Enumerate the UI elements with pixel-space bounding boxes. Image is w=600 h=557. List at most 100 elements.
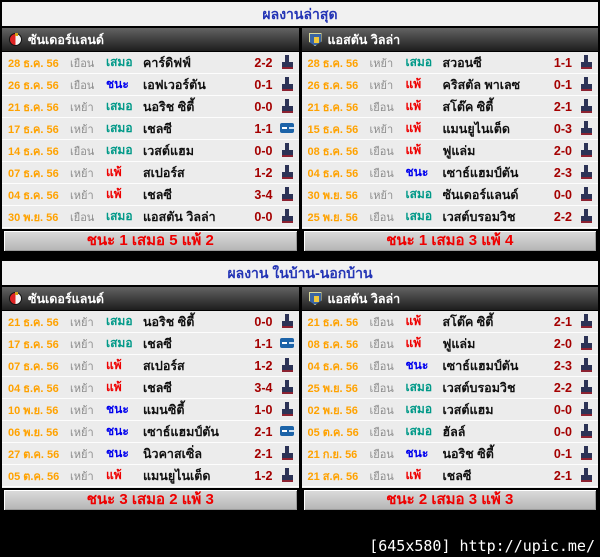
stats-icon[interactable] <box>280 446 295 461</box>
stats-icon[interactable] <box>280 77 295 92</box>
result-row: 05 ต.ค. 56 เยือน เสมอ ฮัลล์ 0-0 <box>301 421 598 443</box>
opponent-name: เชลซี <box>143 121 172 136</box>
venue-label: เยือน <box>369 316 394 329</box>
stats-icon[interactable] <box>579 143 594 158</box>
opponent-name: แมนยูไนเต็ด <box>143 468 211 483</box>
video-icon[interactable] <box>279 122 295 137</box>
venue-label: เหย้า <box>70 123 94 136</box>
result-row: 02 พ.ย. 56 เยือน เสมอ เวสต์แฮม 0-0 <box>301 399 598 421</box>
upic-watermark: [645x580] http://upic.me/ <box>369 537 595 555</box>
opponent-name: แมนซิตี้ <box>143 402 185 417</box>
summary-bar: ชนะ 1 เสมอ 3 แพ้ 4 <box>301 229 598 253</box>
result-row: 27 ต.ค. 56 เหย้า ชนะ นิวคาสเซิ่ล 2-1 <box>2 443 299 465</box>
match-date: 21 ธ.ค. 56 <box>307 101 359 114</box>
result-label: แพ้ <box>405 77 422 91</box>
stats-icon[interactable] <box>280 165 295 180</box>
opponent-name: ฟูแล่ม <box>442 336 476 351</box>
stats-icon[interactable] <box>579 336 594 351</box>
stats-icon[interactable] <box>579 121 594 136</box>
stats-icon[interactable] <box>579 380 594 395</box>
match-date: 25 พ.ย. 56 <box>307 211 358 224</box>
stats-icon[interactable] <box>579 209 594 224</box>
stats-icon[interactable] <box>579 99 594 114</box>
stats-icon[interactable] <box>579 358 594 373</box>
match-score: 2-0 <box>553 336 572 351</box>
stats-icon[interactable] <box>579 165 594 180</box>
team-header: ซันเดอร์แลนด์ <box>2 28 299 52</box>
stats-icon[interactable] <box>280 209 295 224</box>
match-date: 21 ธ.ค. 56 <box>8 316 59 329</box>
match-score: 0-0 <box>553 187 572 202</box>
match-date: 17 ธ.ค. 56 <box>8 123 59 136</box>
opponent-name: นิวคาสเซิ่ล <box>143 446 202 461</box>
team-name: แอสตัน วิลล่า <box>327 291 401 306</box>
stats-icon[interactable] <box>579 468 594 483</box>
opponent-name: สเปอร์ส <box>143 358 185 373</box>
opponent-name: นอริช ซิตี้ <box>442 446 494 461</box>
venue-label: เยือน <box>369 382 394 395</box>
venue-label: เยือน <box>369 101 394 114</box>
stats-icon[interactable] <box>579 55 594 70</box>
match-date: 21 ธ.ค. 56 <box>307 316 359 329</box>
result-label: เสมอ <box>106 99 133 113</box>
match-date: 15 ธ.ค. 56 <box>307 123 359 136</box>
opponent-name: สโต๊ค ซิตี้ <box>442 314 494 329</box>
result-row: 25 พ.ย. 56 เยือน เสมอ เวสต์บรอมวิช 2-2 <box>301 206 598 228</box>
team-name: แอสตัน วิลล่า <box>327 32 401 47</box>
match-date: 30 พ.ย. 56 <box>307 189 358 202</box>
stats-icon[interactable] <box>280 55 295 70</box>
match-date: 04 ธ.ค. 56 <box>307 360 359 373</box>
opponent-name: คริสตัล พาเลซ <box>442 77 521 92</box>
venue-label: เยือน <box>70 57 95 70</box>
match-score: 2-1 <box>254 446 273 461</box>
result-label: ชนะ <box>106 77 129 91</box>
match-score: 2-2 <box>553 380 572 395</box>
opponent-name: เซาธ์แฮมป์ตัน <box>143 424 219 439</box>
result-label: แพ้ <box>405 99 422 113</box>
stats-icon[interactable] <box>579 402 594 417</box>
stats-icon[interactable] <box>579 424 594 439</box>
result-row: 21 ธ.ค. 56 เหย้า เสมอ นอริช ซิตี้ 0-0 <box>2 96 299 118</box>
stats-icon[interactable] <box>280 358 295 373</box>
result-row: 04 ธ.ค. 56 เหย้า แพ้ เชลซี 3-4 <box>2 377 299 399</box>
video-icon[interactable] <box>279 337 295 352</box>
match-score: 1-2 <box>254 358 273 373</box>
venue-label: เยือน <box>369 404 394 417</box>
team-header: แอสตัน วิลล่า <box>301 28 598 52</box>
opponent-name: แมนยูไนเต็ด <box>442 121 511 136</box>
video-icon[interactable] <box>279 425 295 440</box>
stats-icon[interactable] <box>280 187 295 202</box>
stats-icon[interactable] <box>579 314 594 329</box>
result-label: ชนะ <box>106 446 129 460</box>
stats-icon[interactable] <box>579 77 594 92</box>
stats-icon[interactable] <box>579 446 594 461</box>
result-label: แพ้ <box>405 468 422 482</box>
opponent-name: เวสต์บรอมวิช <box>442 380 516 395</box>
stats-icon[interactable] <box>280 143 295 158</box>
match-date: 04 ธ.ค. 56 <box>8 189 59 202</box>
venue-label: เหย้า <box>70 426 94 439</box>
result-row: 07 ธ.ค. 56 เหย้า แพ้ สเปอร์ส 1-2 <box>2 355 299 377</box>
venue-label: เยือน <box>369 426 394 439</box>
match-score: 3-4 <box>254 187 273 202</box>
match-date: 14 ธ.ค. 56 <box>8 145 59 158</box>
match-score: 3-4 <box>254 380 273 395</box>
opponent-name: เวสต์บรอมวิช <box>442 209 516 224</box>
stats-icon[interactable] <box>280 402 295 417</box>
match-score: 1-1 <box>553 55 572 70</box>
result-row: 04 ธ.ค. 56 เยือน ชนะ เซาธ์แฮมป์ตัน 2-3 <box>301 162 598 184</box>
team-name: ซันเดอร์แลนด์ <box>28 32 105 47</box>
match-score: 0-0 <box>254 209 273 224</box>
result-row: 21 ธ.ค. 56 เยือน แพ้ สโต๊ค ซิตี้ 2-1 <box>301 96 598 118</box>
match-score: 1-2 <box>254 468 273 483</box>
result-row: 28 ธ.ค. 56 เหย้า เสมอ สวอนซี 1-1 <box>301 52 598 74</box>
match-score: 0-1 <box>553 77 572 92</box>
stats-icon[interactable] <box>280 99 295 114</box>
result-label: เสมอ <box>405 380 433 394</box>
stats-icon[interactable] <box>280 314 295 329</box>
stats-icon[interactable] <box>579 187 594 202</box>
stats-icon[interactable] <box>280 468 295 483</box>
stats-icon[interactable] <box>280 380 295 395</box>
venue-label: เหย้า <box>70 189 94 202</box>
opponent-name: ฮัลล์ <box>442 424 466 439</box>
